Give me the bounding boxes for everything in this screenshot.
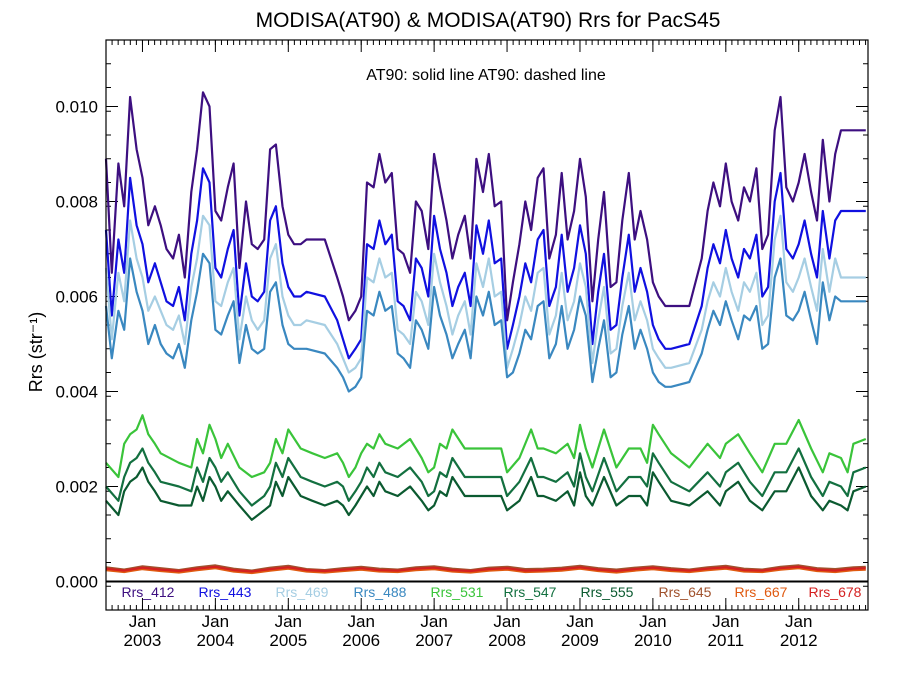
x-tick-year: 2004: [196, 631, 234, 650]
axis-ticks: [105, 39, 868, 611]
y-tick-label: 0.004: [55, 383, 98, 402]
x-tick-year: 2008: [488, 631, 526, 650]
x-tick-month: Jan: [712, 612, 739, 631]
x-tick-month: Jan: [129, 612, 156, 631]
x-tick-month: Jan: [202, 612, 229, 631]
legend-entry-rrs_488: Rrs_488: [354, 584, 407, 600]
series-line-rrs_645: [105, 564, 866, 572]
x-tick-month: Jan: [785, 612, 812, 631]
legend-entry-rrs_531: Rrs_531: [431, 584, 484, 600]
y-tick-label: 0.008: [55, 193, 98, 212]
y-tick-label: 0.010: [55, 98, 98, 117]
y-tick-label: 0.000: [55, 573, 98, 592]
x-tick-year: 2011: [708, 631, 745, 650]
series-line-rrs_555: [105, 466, 867, 521]
series-line-rrs_488: [104, 252, 866, 393]
legend-entry-rrs_469: Rrs_469: [276, 584, 329, 600]
x-tick-month: Jan: [420, 612, 447, 631]
x-tick-year: 2007: [415, 631, 453, 650]
x-tick-month: Jan: [493, 612, 520, 631]
x-tick-year: 2012: [780, 631, 818, 650]
series-line-rrs_547: [105, 447, 867, 507]
series-line-rrs_412: [104, 91, 866, 322]
legend: Rrs_412 Rrs_443 Rrs_469 Rrs_488 Rrs_531 Rrs_5…: [122, 584, 862, 600]
legend-entry-rrs_547: Rrs_547: [504, 584, 557, 600]
plot-frame: [105, 39, 869, 611]
legend-entry-rrs_443: Rrs_443: [199, 584, 252, 600]
series-line-rrs_667: [105, 567, 866, 575]
chart-title: MODISA(AT90) & MODISA(AT90) Rrs for PacS…: [256, 9, 721, 32]
x-tick-month: Jan: [566, 612, 593, 631]
series-line-rrs_531: [105, 414, 867, 479]
y-tick-label: 0.002: [55, 478, 98, 497]
y-axis-label: Rrs (str⁻¹): [26, 312, 46, 392]
x-tick-year: 2009: [561, 631, 599, 650]
tick-labels: 0.0000.0020.0040.0060.0080.010Jan2003Jan…: [55, 98, 817, 651]
legend-entry-rrs_667: Rrs_667: [735, 584, 788, 600]
x-tick-year: 2003: [124, 631, 162, 650]
legend-entry-rrs_645: Rrs_645: [659, 584, 712, 600]
legend-entry-rrs_678: Rrs_678: [809, 584, 862, 600]
series-lines: [104, 91, 867, 575]
x-tick-month: Jan: [275, 612, 302, 631]
x-tick-year: 2005: [269, 631, 307, 650]
series-line-rrs_469: [104, 214, 866, 374]
x-tick-month: Jan: [348, 612, 375, 631]
x-tick-month: Jan: [639, 612, 666, 631]
series-line-rrs_678: [105, 565, 866, 573]
x-tick-year: 2006: [342, 631, 380, 650]
legend-entry-rrs_412: Rrs_412: [122, 584, 175, 600]
x-tick-year: 2010: [634, 631, 672, 650]
y-tick-label: 0.006: [55, 288, 98, 307]
series-line-rrs_443: [104, 167, 866, 360]
legend-entry-rrs_555: Rrs_555: [581, 584, 634, 600]
line-style-note: AT90: solid line AT90: dashed line: [366, 67, 606, 84]
